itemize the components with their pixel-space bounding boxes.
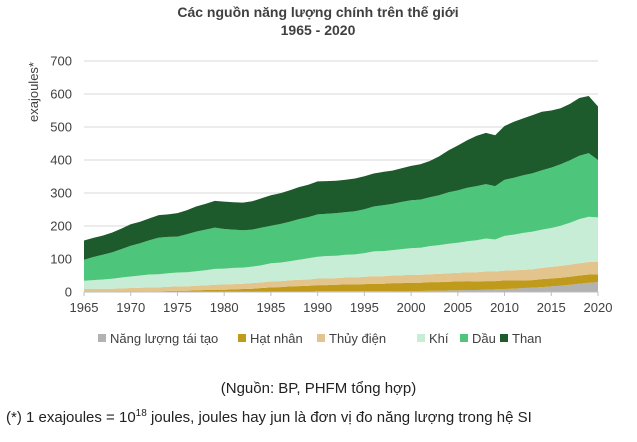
chart-title: Các nguồn năng lượng chính trên thế giới: [177, 4, 458, 20]
footnote-text-rest: joules, joules hay jun là đơn vị đo năng…: [146, 409, 532, 426]
legend-swatch: [98, 334, 106, 342]
x-tick-label: 2000: [397, 300, 426, 315]
area-series-thuy-dien: [84, 261, 598, 292]
plot-areas: [84, 96, 598, 292]
y-axis-label: exajoules*: [26, 62, 41, 122]
y-tick-label: 500: [50, 120, 72, 135]
x-tick-label: 1980: [210, 300, 239, 315]
x-tick-label: 2010: [490, 300, 519, 315]
legend-label: Thủy điện: [329, 331, 386, 346]
chart: Các nguồn năng lượng chính trên thế giới…: [26, 4, 612, 346]
y-tick-label: 700: [50, 54, 72, 69]
area-series-dau: [84, 153, 598, 281]
y-tick-label: 600: [50, 87, 72, 102]
area-series-hat-nhan: [84, 274, 598, 292]
legend-item: Thủy điện: [317, 331, 386, 346]
source-note: (Nguồn: BP, PHFM tổng hợp): [220, 380, 417, 397]
x-tick-label: 1990: [303, 300, 332, 315]
chart-subtitle: 1965 - 2020: [281, 22, 356, 38]
legend-item: Dầu: [460, 331, 496, 346]
legend-swatch: [417, 334, 425, 342]
x-tick-label: 2020: [584, 300, 613, 315]
x-tick-label: 1985: [256, 300, 285, 315]
legend-label: Năng lượng tái tạo: [110, 331, 218, 346]
legend-item: Than: [500, 331, 542, 346]
footnote: (*) 1 exajoules = 1018 joules, joules ha…: [6, 408, 532, 427]
y-tick-label: 200: [50, 219, 72, 234]
area-series-khi: [84, 216, 598, 289]
x-tick-label: 1975: [163, 300, 192, 315]
legend-swatch: [500, 334, 508, 342]
legend-label: Than: [512, 331, 542, 346]
area-series-nang-luong-tai-tao: [84, 282, 598, 292]
legend-swatch: [238, 334, 246, 342]
legend-swatch: [460, 334, 468, 342]
y-tick-label: 100: [50, 252, 72, 267]
y-tick-label: 400: [50, 153, 72, 168]
legend-label: Khí: [429, 331, 449, 346]
x-tick-label: 1995: [350, 300, 379, 315]
footnote-text: (*) 1 exajoules = 10: [6, 409, 136, 426]
legend-item: Khí: [417, 331, 449, 346]
legend-label: Hạt nhân: [250, 331, 303, 346]
y-tick-label: 0: [65, 285, 72, 300]
legend: Năng lượng tái tạo Hạt nhân Thủy điện Khí Dầ…: [98, 331, 542, 346]
x-tick-label: 2005: [443, 300, 472, 315]
x-tick-label: 1965: [70, 300, 99, 315]
legend-item: Hạt nhân: [238, 331, 303, 346]
footnote-exponent: 18: [135, 408, 147, 419]
area-series-than: [84, 96, 598, 260]
y-tick-label: 300: [50, 186, 72, 201]
legend-item: Năng lượng tái tạo: [98, 331, 218, 346]
legend-label: Dầu: [472, 331, 496, 346]
x-tick-label: 1970: [116, 300, 145, 315]
axes: 0 100 200 300 400 500 600 700 1965 1970 1975 1980 19…: [50, 54, 612, 316]
x-tick-label: 2015: [537, 300, 566, 315]
legend-swatch: [317, 334, 325, 342]
